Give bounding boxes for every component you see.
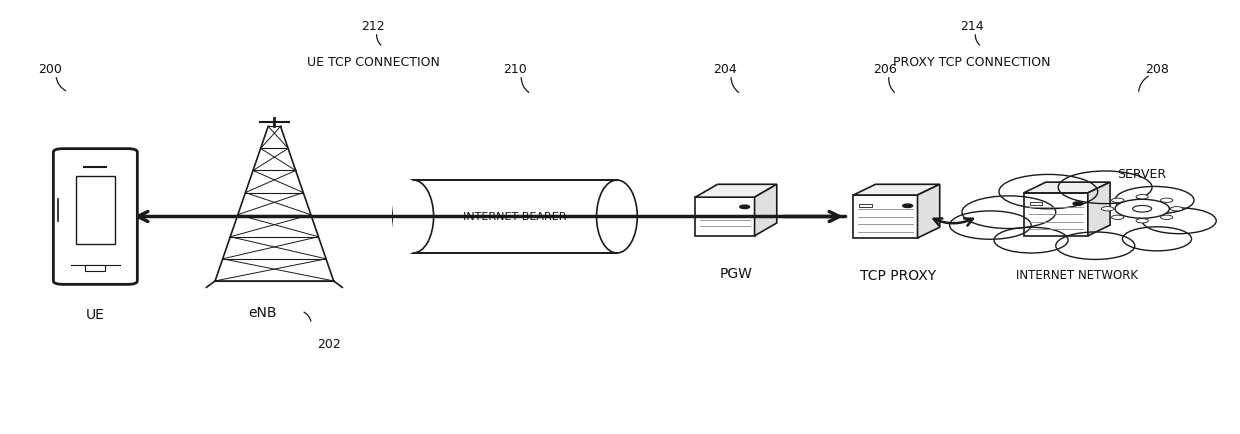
Circle shape [1122, 227, 1192, 251]
Bar [393, 181, 414, 253]
Text: 210: 210 [503, 62, 527, 76]
Text: 202: 202 [317, 337, 341, 350]
Circle shape [1115, 187, 1194, 214]
Circle shape [740, 206, 750, 209]
FancyBboxPatch shape [76, 176, 115, 245]
Circle shape [1111, 216, 1123, 220]
Circle shape [999, 175, 1097, 209]
Text: 212: 212 [361, 20, 384, 33]
Text: TCP PROXY: TCP PROXY [859, 268, 936, 283]
Text: INTERNET NETWORK: INTERNET NETWORK [1016, 268, 1138, 281]
Circle shape [1055, 233, 1135, 260]
Circle shape [1171, 207, 1183, 211]
Ellipse shape [393, 181, 434, 253]
Circle shape [1058, 171, 1152, 204]
Circle shape [1016, 194, 1151, 240]
Circle shape [1142, 208, 1216, 234]
Text: UE TCP CONNECTION: UE TCP CONNECTION [306, 56, 439, 69]
Circle shape [1073, 202, 1083, 206]
Circle shape [1132, 206, 1152, 213]
Bar [413, 181, 618, 253]
Text: eNB: eNB [248, 305, 277, 319]
Circle shape [1161, 199, 1173, 203]
Circle shape [950, 211, 1032, 240]
Bar [859, 204, 872, 208]
Circle shape [1136, 219, 1148, 224]
Polygon shape [918, 185, 940, 238]
Text: 208: 208 [1145, 62, 1169, 76]
FancyBboxPatch shape [86, 266, 105, 271]
Text: 204: 204 [713, 62, 737, 76]
Bar [853, 196, 918, 238]
Polygon shape [1087, 183, 1110, 236]
Polygon shape [853, 185, 940, 196]
Text: 214: 214 [960, 20, 983, 33]
Text: SERVER: SERVER [1117, 168, 1167, 181]
Text: PROXY TCP CONNECTION: PROXY TCP CONNECTION [893, 56, 1050, 69]
Circle shape [962, 197, 1055, 229]
Polygon shape [755, 185, 776, 236]
Text: 206: 206 [873, 62, 898, 76]
Bar [696, 198, 755, 236]
Circle shape [1111, 199, 1123, 203]
Circle shape [903, 204, 913, 208]
Text: UE: UE [86, 307, 105, 321]
Text: INTERNET BEARER: INTERNET BEARER [464, 212, 567, 222]
Circle shape [1136, 195, 1148, 200]
Polygon shape [1024, 183, 1110, 194]
Circle shape [1101, 207, 1114, 211]
FancyBboxPatch shape [53, 149, 138, 285]
Circle shape [1115, 200, 1169, 219]
Ellipse shape [596, 181, 637, 253]
Circle shape [1161, 216, 1173, 220]
Circle shape [994, 228, 1068, 253]
Text: 200: 200 [37, 62, 62, 76]
Polygon shape [696, 185, 776, 198]
Bar [1030, 202, 1042, 206]
Text: PGW: PGW [719, 266, 753, 280]
Bar [1024, 194, 1087, 236]
